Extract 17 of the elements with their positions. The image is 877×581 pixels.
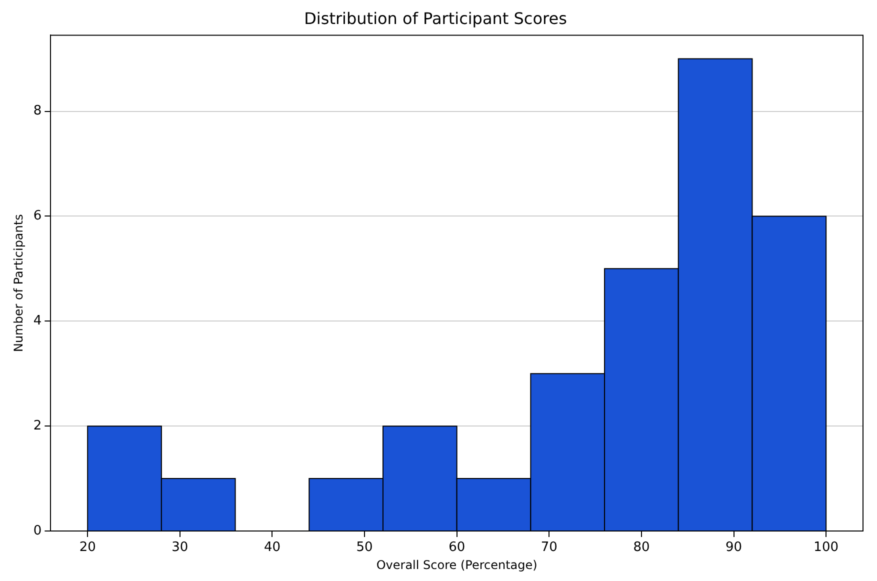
- x-tick-label: 60: [448, 540, 466, 556]
- x-tick-label: 40: [264, 540, 280, 556]
- y-tick-label: 4: [33, 314, 42, 329]
- x-tick-label: 80: [633, 540, 650, 556]
- x-tick-label: 50: [356, 540, 373, 556]
- chart-title: Distribution of Participant Scores: [304, 8, 567, 28]
- x-tick-label: 100: [814, 540, 838, 556]
- y-axis-title: Number of Participants: [11, 214, 26, 352]
- y-tick-label: 8: [33, 104, 42, 119]
- y-tick-label: 0: [33, 523, 42, 538]
- y-tick-label: 6: [33, 208, 42, 224]
- y-tick-label: 2: [33, 418, 42, 434]
- x-tick-label: 70: [540, 540, 558, 556]
- x-tick-label: 20: [79, 540, 96, 556]
- x-tick-label: 90: [725, 540, 742, 556]
- x-tick-label: 30: [172, 540, 188, 556]
- x-axis-title: Overall Score (Percentage): [376, 558, 538, 572]
